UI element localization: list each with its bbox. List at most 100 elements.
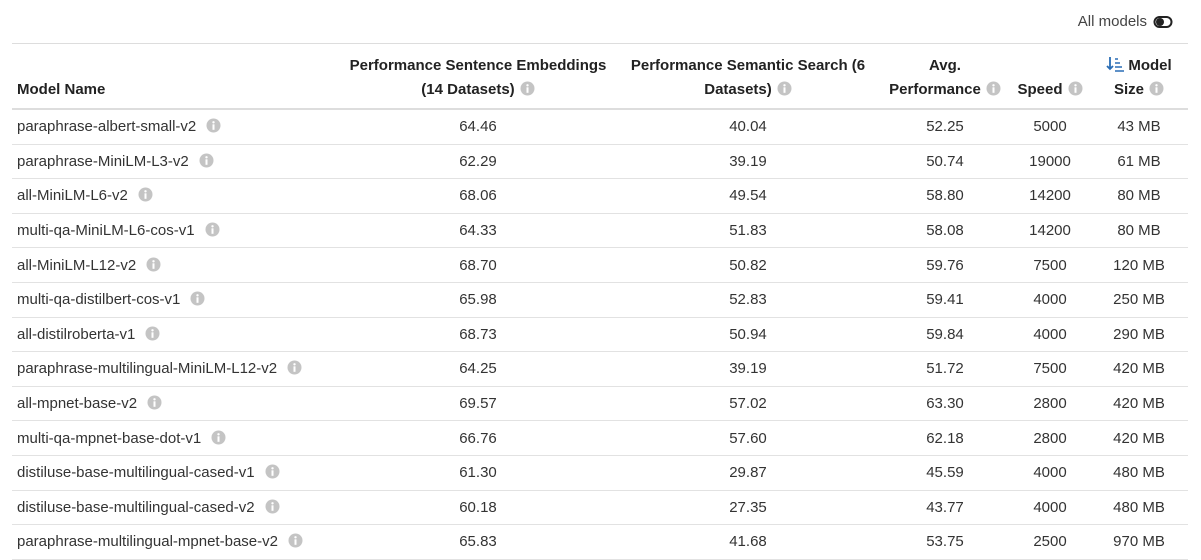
value-cell: 7500 [1010, 247, 1090, 283]
cell-value: 4000 [1033, 291, 1067, 309]
column-header: Avg. Performance [880, 43, 1010, 110]
cell-value: 51.72 [926, 360, 964, 378]
cell-value: 120 MB [1113, 256, 1165, 274]
value-cell: 57.60 [616, 420, 880, 456]
cell-value: 53.75 [926, 533, 964, 551]
value-cell: 7500 [1010, 351, 1090, 387]
value-cell: 970 MB [1090, 524, 1188, 560]
value-cell: 290 MB [1090, 317, 1188, 353]
value-cell: 69.57 [340, 386, 616, 422]
info-icon[interactable] [265, 499, 280, 514]
info-icon[interactable] [777, 81, 792, 96]
value-cell: 57.02 [616, 386, 880, 422]
cell-value: 50.94 [729, 325, 767, 343]
cell-value: 61.30 [459, 464, 497, 482]
value-cell: 68.06 [340, 178, 616, 214]
model-name-cell: multi-qa-distilbert-cos-v1 [12, 282, 340, 318]
info-icon[interactable] [1068, 81, 1083, 96]
cell-value: 4000 [1033, 464, 1067, 482]
value-cell: 120 MB [1090, 247, 1188, 283]
value-cell: 41.68 [616, 524, 880, 560]
info-icon[interactable] [147, 395, 162, 410]
value-cell: 63.30 [880, 386, 1010, 422]
cell-value: 59.41 [926, 291, 964, 309]
model-name-cell: multi-qa-mpnet-base-dot-v1 [12, 420, 340, 456]
model-name-cell: all-MiniLM-L6-v2 [12, 178, 340, 214]
model-name: paraphrase-albert-small-v2 [17, 118, 197, 136]
cell-value: 27.35 [729, 498, 767, 516]
info-icon[interactable] [287, 360, 302, 375]
info-icon[interactable] [520, 81, 535, 96]
model-name: all-MiniLM-L12-v2 [17, 256, 137, 274]
cell-value: 250 MB [1113, 291, 1165, 309]
table-row: all-distilroberta-v1 68.73 50.94 59.84 4000 2… [12, 317, 1188, 353]
cell-value: 63.30 [926, 395, 964, 413]
cell-value: 14200 [1029, 222, 1071, 240]
value-cell: 250 MB [1090, 282, 1188, 318]
cell-value: 59.84 [926, 325, 964, 343]
value-cell: 2800 [1010, 420, 1090, 456]
column-header: Speed [1010, 43, 1090, 110]
table-row: all-mpnet-base-v2 69.57 57.02 63.30 2800 420 … [12, 386, 1188, 422]
info-icon[interactable] [288, 533, 303, 548]
table-row: distiluse-base-multilingual-cased-v1 61.3… [12, 455, 1188, 491]
toggle-icon[interactable] [1153, 15, 1173, 29]
cell-value: 45.59 [926, 464, 964, 482]
info-icon[interactable] [211, 430, 226, 445]
value-cell: 39.19 [616, 351, 880, 387]
value-cell: 59.41 [880, 282, 1010, 318]
cell-value: 480 MB [1113, 464, 1165, 482]
value-cell: 49.54 [616, 178, 880, 214]
cell-value: 2500 [1033, 533, 1067, 551]
value-cell: 27.35 [616, 490, 880, 526]
table-row: all-MiniLM-L6-v2 68.06 49.54 58.80 14200 80 M… [12, 178, 1188, 214]
value-cell: 2500 [1010, 524, 1090, 560]
cell-value: 52.83 [729, 291, 767, 309]
column-header-text: Model Name [17, 81, 106, 98]
table-row: paraphrase-multilingual-mpnet-base-v2 65.… [12, 524, 1188, 560]
cell-value: 5000 [1033, 118, 1067, 136]
toggle-label: All models [1077, 13, 1147, 30]
value-cell: 50.94 [616, 317, 880, 353]
value-cell: 51.72 [880, 351, 1010, 387]
cell-value: 65.98 [459, 291, 497, 309]
cell-value: 2800 [1033, 429, 1067, 447]
info-icon[interactable] [206, 118, 221, 133]
column-header-text: Performance Sentence Embeddings (14 Data… [349, 57, 607, 98]
table-row: all-MiniLM-L12-v2 68.70 50.82 59.76 7500 120 … [12, 247, 1188, 283]
info-icon[interactable] [199, 153, 214, 168]
value-cell: 480 MB [1090, 455, 1188, 491]
table-row: paraphrase-multilingual-MiniLM-L12-v2 64.… [12, 351, 1188, 387]
model-name-cell: all-distilroberta-v1 [12, 317, 340, 353]
value-cell: 52.83 [616, 282, 880, 318]
value-cell: 4000 [1010, 490, 1090, 526]
info-icon[interactable] [190, 291, 205, 306]
cell-value: 59.76 [926, 256, 964, 274]
sort-icon[interactable] [1106, 56, 1125, 72]
header-row: Model Name Performance Sentence Embedding… [12, 43, 1188, 110]
model-name: multi-qa-MiniLM-L6-cos-v1 [17, 222, 195, 240]
table-row: paraphrase-MiniLM-L3-v2 62.29 39.19 50.74 19… [12, 144, 1188, 180]
value-cell: 64.25 [340, 351, 616, 387]
toggle[interactable]: All models [1078, 13, 1173, 30]
value-cell: 4000 [1010, 317, 1090, 353]
value-cell: 61 MB [1090, 144, 1188, 180]
info-icon[interactable] [205, 222, 220, 237]
info-icon[interactable] [145, 326, 160, 341]
models-table: Model Name Performance Sentence Embedding… [12, 43, 1188, 560]
info-icon[interactable] [1149, 81, 1164, 96]
model-name-cell: all-mpnet-base-v2 [12, 386, 340, 422]
model-name: multi-qa-mpnet-base-dot-v1 [17, 429, 202, 447]
cell-value: 4000 [1033, 325, 1067, 343]
cell-value: 51.83 [729, 222, 767, 240]
info-icon[interactable] [986, 81, 1001, 96]
info-icon[interactable] [138, 187, 153, 202]
table-row: distiluse-base-multilingual-cased-v2 60.1… [12, 490, 1188, 526]
model-name: distiluse-base-multilingual-cased-v1 [17, 464, 255, 482]
info-icon[interactable] [146, 257, 161, 272]
value-cell: 480 MB [1090, 490, 1188, 526]
cell-value: 43 MB [1117, 118, 1161, 136]
model-name-cell: distiluse-base-multilingual-cased-v1 [12, 455, 340, 491]
info-icon[interactable] [265, 464, 280, 479]
